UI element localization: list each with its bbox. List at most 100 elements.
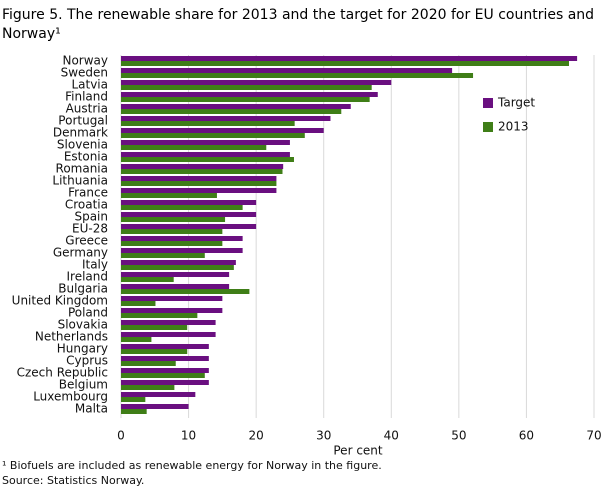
bar bbox=[121, 121, 295, 126]
x-axis-label: Per cent bbox=[333, 444, 383, 458]
bar bbox=[121, 392, 196, 397]
bar bbox=[121, 236, 243, 241]
bar bbox=[121, 181, 277, 186]
y-tick-label: Portugal bbox=[58, 114, 108, 128]
bar bbox=[121, 313, 198, 318]
bar bbox=[121, 301, 156, 306]
bar bbox=[121, 205, 243, 210]
y-tick-label: Cyprus bbox=[66, 354, 108, 368]
legend-swatch bbox=[483, 122, 493, 132]
bar bbox=[121, 272, 230, 277]
bar bbox=[121, 157, 294, 162]
y-tick-label: Luxembourg bbox=[33, 390, 108, 404]
bar bbox=[121, 224, 257, 229]
bar bbox=[121, 325, 188, 330]
y-tick-label: Finland bbox=[65, 90, 108, 104]
bar bbox=[121, 332, 216, 337]
bar bbox=[121, 68, 453, 73]
bar bbox=[121, 241, 223, 246]
y-tick-label: Norway bbox=[62, 54, 108, 68]
legend-swatch bbox=[483, 98, 493, 108]
y-tick-label: Belgium bbox=[59, 378, 108, 392]
bar bbox=[121, 296, 223, 301]
x-tick-label: 50 bbox=[451, 429, 466, 443]
bar bbox=[121, 368, 209, 373]
bar bbox=[121, 380, 209, 385]
x-tick-label: 40 bbox=[384, 429, 399, 443]
bar bbox=[121, 409, 147, 414]
bar bbox=[121, 277, 174, 282]
bar bbox=[121, 397, 146, 402]
bar bbox=[121, 73, 474, 78]
y-tick-label: Slovenia bbox=[57, 138, 108, 152]
bar bbox=[121, 265, 234, 270]
bar bbox=[121, 260, 236, 265]
bar bbox=[121, 140, 290, 145]
bar bbox=[121, 104, 351, 109]
y-tick-label: Austria bbox=[66, 102, 108, 116]
bar bbox=[121, 116, 331, 121]
bar bbox=[121, 169, 283, 174]
bar bbox=[121, 145, 267, 150]
bar bbox=[121, 308, 223, 313]
y-tick-label: Italy bbox=[82, 258, 108, 272]
bar bbox=[121, 61, 569, 66]
bar bbox=[121, 109, 342, 114]
bar bbox=[121, 217, 226, 222]
bar bbox=[121, 385, 175, 390]
bar bbox=[121, 404, 189, 409]
footnote: ¹ Biofuels are included as renewable ene… bbox=[2, 459, 382, 472]
y-tick-label: Malta bbox=[75, 402, 108, 416]
y-tick-label: Poland bbox=[68, 306, 108, 320]
bar bbox=[121, 229, 223, 234]
y-tick-label: Bulgaria bbox=[58, 282, 108, 296]
bar bbox=[121, 80, 392, 85]
x-tick-label: 30 bbox=[316, 429, 331, 443]
y-tick-label: Denmark bbox=[53, 126, 108, 140]
y-tick-label: France bbox=[68, 186, 108, 200]
y-tick-label: Ireland bbox=[66, 270, 108, 284]
chart-title: Figure 5. The renewable share for 2013 a… bbox=[2, 7, 595, 42]
bar bbox=[121, 344, 209, 349]
bar bbox=[121, 337, 152, 342]
bar bbox=[121, 176, 277, 181]
x-tick-label: 60 bbox=[519, 429, 534, 443]
x-tick-label: 20 bbox=[249, 429, 264, 443]
y-tick-label: Netherlands bbox=[35, 330, 108, 344]
y-tick-label: Estonia bbox=[64, 150, 108, 164]
y-tick-label: EU-28 bbox=[72, 222, 108, 236]
bar bbox=[121, 361, 176, 366]
bar bbox=[121, 356, 209, 361]
bar bbox=[121, 284, 230, 289]
y-tick-label: Romania bbox=[56, 162, 108, 176]
bar bbox=[121, 200, 257, 205]
bar bbox=[121, 188, 277, 193]
bar bbox=[121, 152, 290, 157]
y-tick-label: United Kingdom bbox=[12, 294, 108, 308]
bar bbox=[121, 97, 370, 102]
bar bbox=[121, 164, 284, 169]
legend-label: Target bbox=[497, 96, 535, 110]
legend-label: 2013 bbox=[498, 120, 529, 134]
y-tick-label: Czech Republic bbox=[17, 366, 108, 380]
y-tick-label: Greece bbox=[65, 234, 108, 248]
y-tick-label: Slovakia bbox=[58, 318, 108, 332]
y-tick-label: Croatia bbox=[65, 198, 108, 212]
bar bbox=[121, 253, 205, 258]
source: Source: Statistics Norway. bbox=[2, 474, 144, 487]
bar bbox=[121, 92, 378, 97]
y-tick-label: Lithuania bbox=[52, 174, 108, 188]
bar bbox=[121, 133, 305, 138]
y-tick-label: Sweden bbox=[61, 66, 108, 80]
bar bbox=[121, 193, 217, 198]
y-tick-label: Latvia bbox=[71, 78, 108, 92]
bar bbox=[121, 248, 243, 253]
bar bbox=[121, 56, 578, 61]
x-tick-label: 10 bbox=[181, 429, 196, 443]
bar bbox=[121, 85, 372, 90]
y-tick-label: Hungary bbox=[57, 342, 108, 356]
bar bbox=[121, 373, 205, 378]
y-tick-label: Spain bbox=[74, 210, 108, 224]
